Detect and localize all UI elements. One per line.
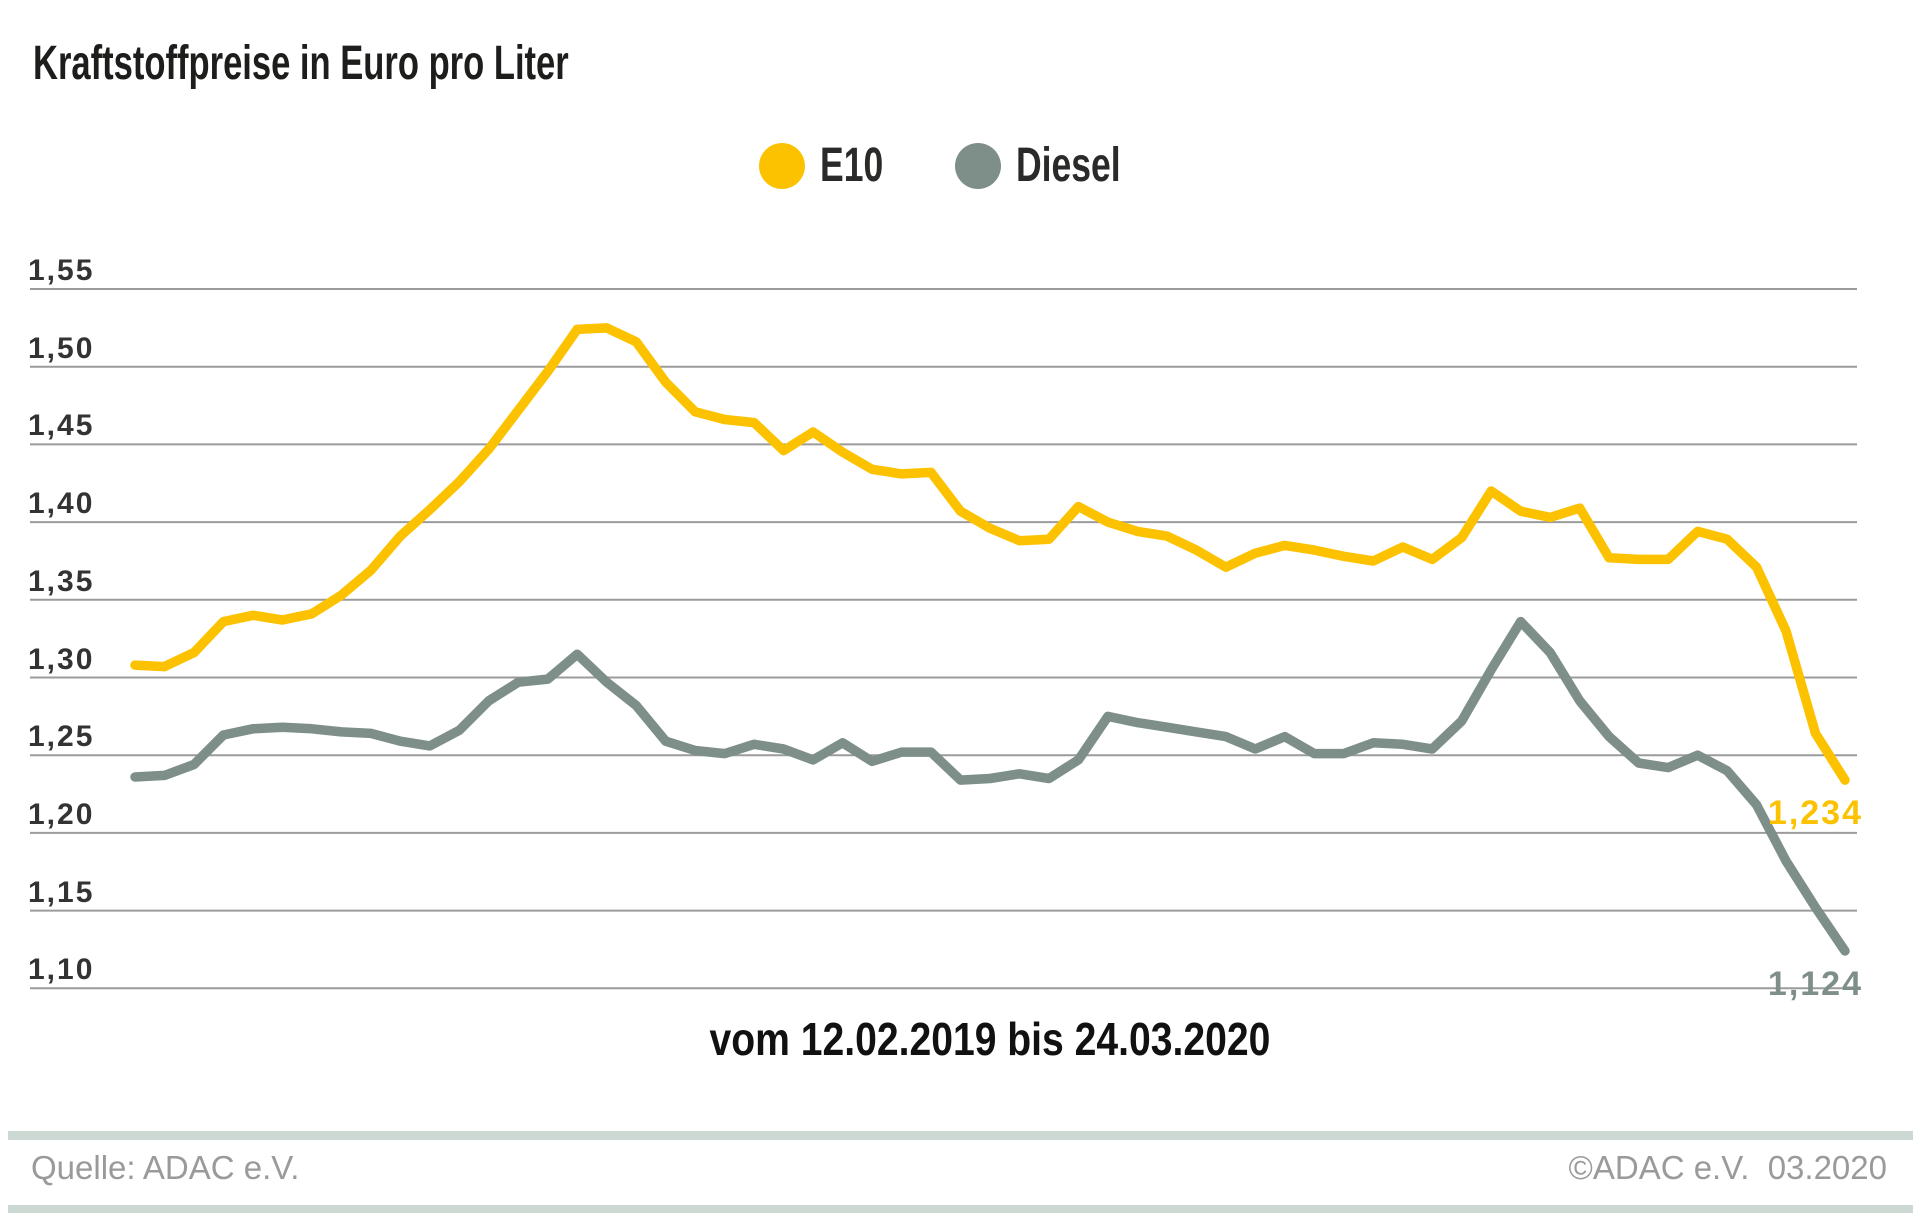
y-tick-label: 1,30 [28,642,95,676]
legend-item-diesel: Diesel [955,138,1157,193]
footer-divider-top [8,1131,1913,1140]
legend-label: E10 [820,139,884,192]
e10-value-label: 1,234 [1767,794,1863,833]
y-tick-label: 1,45 [28,409,95,443]
footer-source-text: Quelle: ADAC e.V. [31,1149,300,1186]
y-tick-label: 1,40 [28,487,95,521]
y-tick-label: 1,25 [28,720,95,754]
legend-dot-icon [759,142,805,189]
y-tick-label: 1,35 [28,564,95,598]
diesel-value-label: 1,124 [1767,965,1863,1003]
diesel-line [130,616,1850,956]
x-axis-caption: vom 12.02.2019 bis 24.03.2020 [709,1013,1271,1065]
legend-label: Diesel [1016,139,1122,192]
y-tick-label: 1,15 [28,875,95,909]
legend: E10 Diesel [759,138,1158,193]
y-tick-label: 1,10 [28,953,95,987]
e10-line [130,323,1850,785]
footer-copyright-text: ©ADAC e.V. 03.2020 [1568,1149,1887,1186]
legend-item-e10: E10 [759,138,905,193]
footer-divider-bottom [8,1205,1913,1213]
x-axis-caption-wrap: vom 12.02.2019 bis 24.03.2020 [135,1012,1845,1066]
y-tick-label: 1,20 [28,797,95,831]
page-title: Kraftstoffpreise in Euro pro Liter [33,37,569,90]
y-tick-label: 1,55 [28,254,95,287]
legend-dot-icon [955,142,1002,189]
y-tick-label: 1,50 [28,331,95,365]
